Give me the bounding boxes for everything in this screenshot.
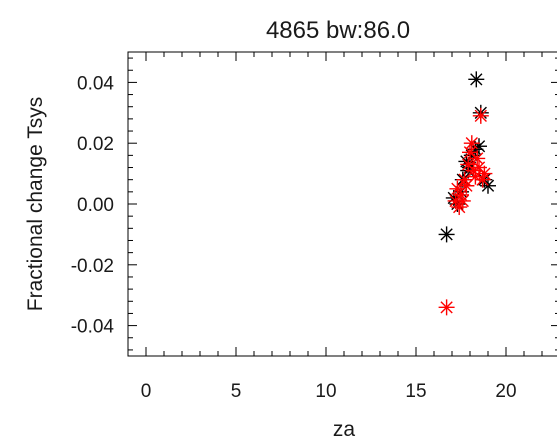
data-point xyxy=(463,135,480,152)
data-point xyxy=(438,226,455,243)
data-point xyxy=(474,171,491,188)
data-point xyxy=(454,192,471,209)
y-tick-label: -0.02 xyxy=(71,256,114,277)
x-tick-label: 0 xyxy=(141,381,152,402)
data-point xyxy=(472,107,489,124)
x-tick-label: 20 xyxy=(495,381,516,402)
x-axis-ticks: 0 5 10 15 20 xyxy=(141,52,543,402)
data-point xyxy=(468,71,485,88)
chart-title: 4865 bw:86.0 xyxy=(266,17,410,44)
data-point xyxy=(471,138,487,155)
x-axis-title: za xyxy=(333,418,356,441)
plot-frame xyxy=(127,51,557,357)
data-points xyxy=(438,71,496,316)
x-tick-label: 15 xyxy=(405,381,426,402)
x-tick-label: 5 xyxy=(231,381,242,402)
y-tick-label: 0.04 xyxy=(77,73,114,94)
y-tick-label: 0.00 xyxy=(77,195,114,216)
y-axis-ticks: -0.04 -0.02 0.00 0.02 0.04 xyxy=(71,57,557,351)
y-tick-label: -0.04 xyxy=(71,317,115,338)
data-point xyxy=(462,144,478,161)
data-point xyxy=(476,165,493,182)
x-tick-label: 10 xyxy=(315,381,336,402)
data-point xyxy=(438,299,455,316)
y-tick-label: 0.02 xyxy=(77,134,114,155)
y-axis-title: Fractional change Tsys xyxy=(24,97,47,311)
